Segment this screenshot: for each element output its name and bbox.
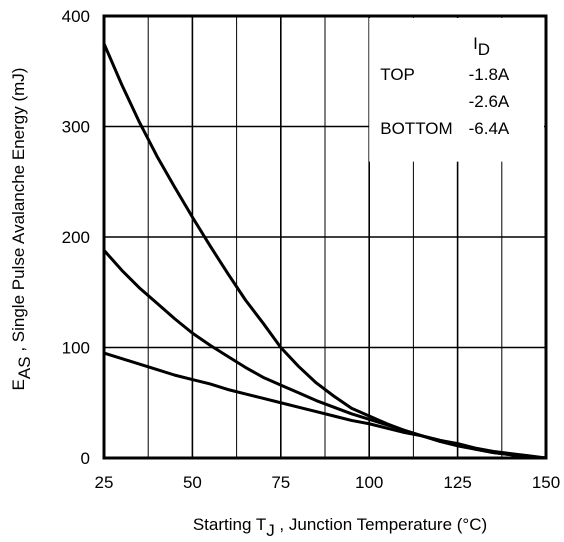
y-axis-label-rest: , Single Pulse Avalanche Energy (mJ)	[9, 68, 28, 357]
x-tick-label: 25	[95, 473, 114, 492]
legend-current-value: -2.6A	[469, 92, 510, 111]
legend-current-value: -6.4A	[469, 119, 510, 138]
x-tick-label: 75	[271, 473, 290, 492]
y-axis-label-main: E	[9, 379, 28, 390]
y-tick-label: 300	[62, 118, 90, 137]
legend-header-sub: D	[478, 40, 490, 59]
y-tick-label: 100	[62, 339, 90, 358]
y-axis-label: EAS , Single Pulse Avalanche Energy (mJ)	[9, 68, 34, 391]
x-tick-label: 100	[355, 473, 383, 492]
x-tick-label: 150	[532, 473, 560, 492]
legend-position-label: TOP	[380, 65, 415, 84]
series-line-3	[102, 351, 548, 460]
y-axis-label-sub: AS	[15, 356, 34, 379]
legend: ID TOP -1.8A -2.6A BOTTOM -6.4A	[369, 18, 544, 162]
plot-frame	[102, 14, 548, 460]
x-tick-label: 50	[183, 473, 202, 492]
x-axis-label-sub: J	[266, 521, 275, 540]
legend-header: ID	[473, 34, 490, 59]
y-tick-label: 0	[81, 449, 90, 468]
legend-current-value: -1.8A	[469, 65, 510, 84]
legend-background	[369, 18, 544, 162]
y-tick-label: 400	[62, 7, 90, 26]
y-tick-label: 200	[62, 228, 90, 247]
legend-header-main: I	[473, 34, 478, 53]
x-axis-label-rest: , Junction Temperature (°C)	[275, 515, 487, 534]
series-lines	[102, 42, 548, 460]
x-axis-label: Starting TJ , Junction Temperature (°C)	[193, 515, 487, 540]
legend-position-label: BOTTOM	[380, 119, 452, 138]
x-tick-label: 125	[443, 473, 471, 492]
x-axis-label-main: Starting T	[193, 515, 266, 534]
tick-labels: 25 50 75 100 125 150 0 100 200 300 400	[62, 7, 561, 492]
